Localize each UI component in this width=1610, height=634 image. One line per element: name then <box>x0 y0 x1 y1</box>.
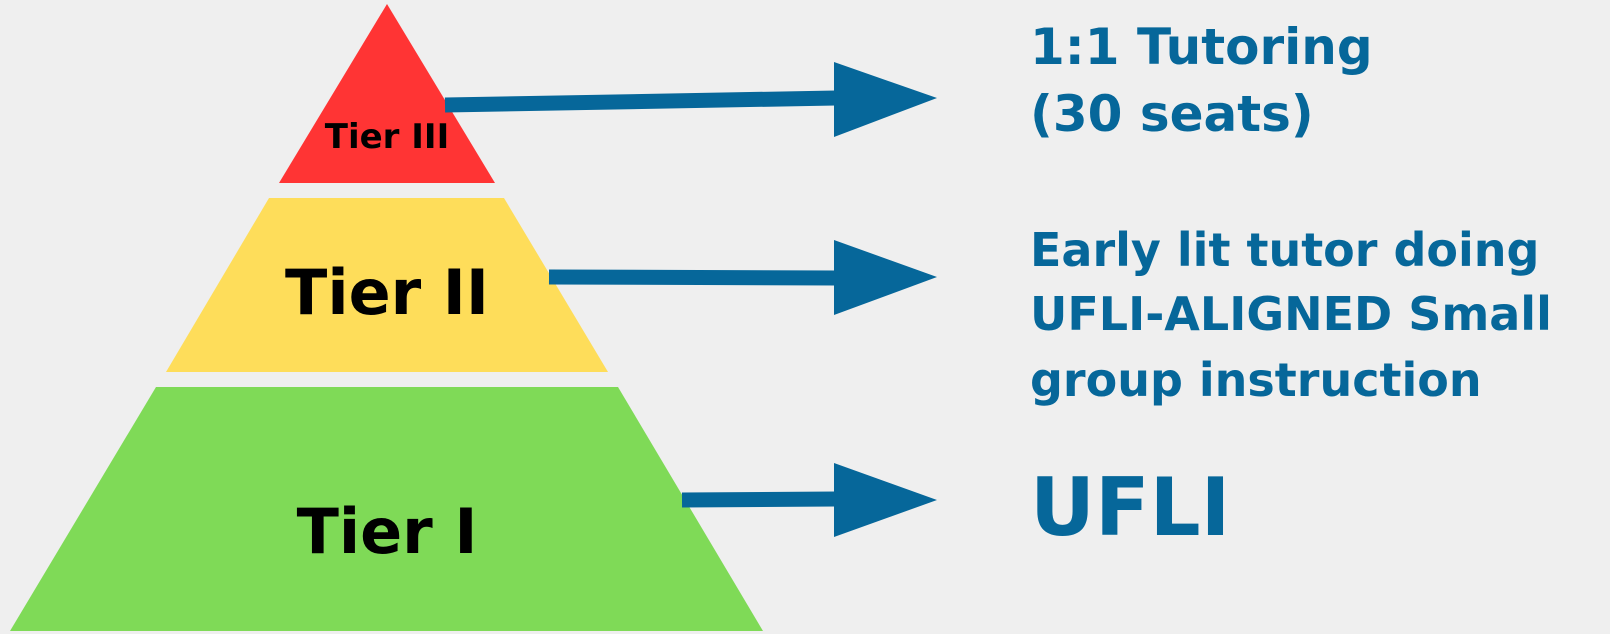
tier-label: Tier II <box>285 256 489 329</box>
arrow-shaft <box>444 90 837 113</box>
arrow-head <box>834 463 937 537</box>
tier-description: Early lit tutor doing <box>1030 223 1539 277</box>
tier-description: (30 seats) <box>1030 85 1314 143</box>
tier-2-shape <box>166 198 608 372</box>
arrow-head <box>834 62 937 137</box>
tier-description: UFLI-ALIGNED Small <box>1030 287 1552 341</box>
arrow-head <box>834 240 937 315</box>
arrow-shaft <box>681 491 837 508</box>
tier-1-shape <box>10 387 763 631</box>
tier-description: group instruction <box>1030 353 1482 407</box>
arrows <box>444 62 937 537</box>
tier-description: UFLI <box>1030 461 1230 554</box>
arrow-shaft <box>548 269 837 286</box>
tier-label: Tier III <box>325 117 449 157</box>
tier-description: 1:1 Tutoring <box>1030 18 1373 76</box>
tier-label: Tier I <box>297 495 478 568</box>
tier-3-shape <box>279 4 495 183</box>
